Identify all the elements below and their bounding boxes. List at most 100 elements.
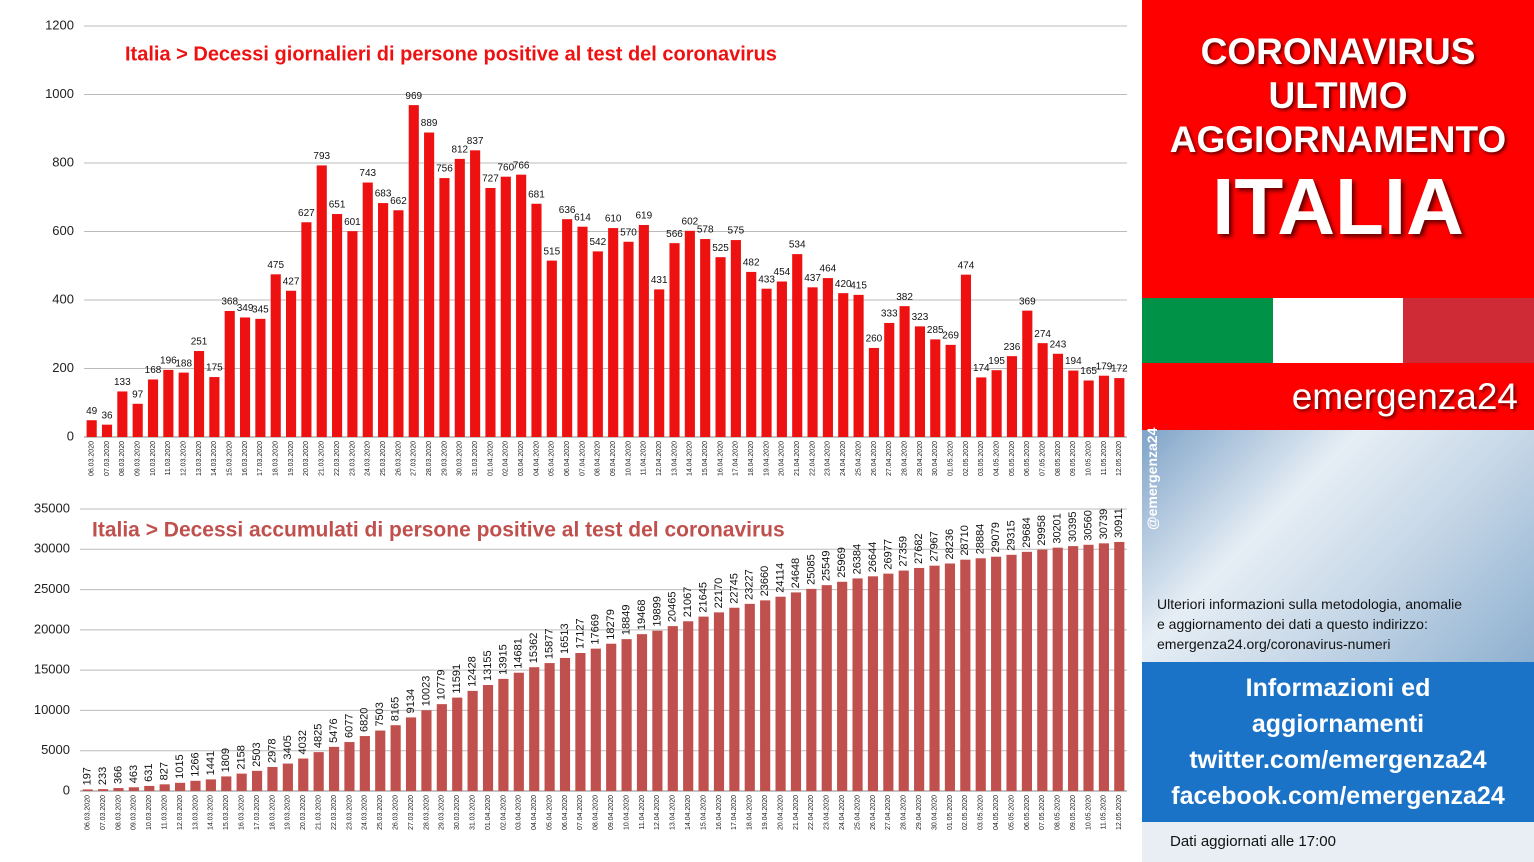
y-tick-label: 15000 xyxy=(34,662,70,677)
value-label: 49 xyxy=(86,406,98,417)
x-tick-label: 29.04.2020 xyxy=(917,441,924,476)
bar xyxy=(713,612,725,791)
y-tick-label: 800 xyxy=(52,154,74,169)
bar xyxy=(867,576,879,791)
value-label: 7503 xyxy=(374,702,386,726)
x-tick-label: 11.03.2020 xyxy=(165,441,172,476)
x-tick-label: 16.03.2020 xyxy=(239,795,246,830)
x-tick-label: 08.04.2020 xyxy=(595,441,602,476)
info-line: emergenza24.org/coronavirus-numeri xyxy=(1157,636,1391,652)
bar xyxy=(1006,356,1018,437)
x-tick-label: 24.04.2020 xyxy=(840,441,847,476)
value-label: 17127 xyxy=(574,618,586,649)
x-tick-label: 08.05.2020 xyxy=(1055,441,1062,476)
value-label: 30739 xyxy=(1098,509,1110,540)
x-tick-label: 28.03.2020 xyxy=(426,441,433,476)
bar xyxy=(359,736,370,791)
value-label: 431 xyxy=(651,275,668,286)
value-label: 6077 xyxy=(343,714,355,738)
y-tick-label: 0 xyxy=(63,782,70,797)
bar xyxy=(1037,343,1048,437)
bar xyxy=(436,704,447,791)
bar xyxy=(590,648,601,791)
x-tick-label: 21.03.2020 xyxy=(315,795,322,830)
x-tick-label: 11.04.2020 xyxy=(639,795,646,830)
value-label: 602 xyxy=(682,216,699,227)
value-label: 2978 xyxy=(266,739,278,763)
value-label: 515 xyxy=(543,246,560,257)
value-label: 683 xyxy=(375,189,392,200)
value-label: 6820 xyxy=(359,708,371,732)
bar xyxy=(251,770,263,791)
value-label: 454 xyxy=(774,267,791,278)
bar xyxy=(638,224,649,437)
bar xyxy=(132,403,143,437)
value-label: 323 xyxy=(912,312,929,323)
x-tick-label: 05.05.2020 xyxy=(1008,795,1015,830)
bar xyxy=(1021,551,1033,791)
bar xyxy=(592,251,603,437)
x-tick-label: 16.04.2020 xyxy=(717,441,724,476)
x-tick-label: 17.04.2020 xyxy=(733,441,740,476)
x-tick-label: 30.03.2020 xyxy=(454,795,461,830)
y-tick-label: 5000 xyxy=(41,742,70,757)
x-tick-label: 12.05.2020 xyxy=(1116,795,1123,830)
x-tick-label: 30.04.2020 xyxy=(932,441,939,476)
x-tick-label: 23.04.2020 xyxy=(824,795,831,830)
x-tick-label: 14.04.2020 xyxy=(687,441,694,476)
x-tick-label: 21.04.2020 xyxy=(794,441,801,476)
bar xyxy=(776,281,787,437)
bar xyxy=(328,746,340,791)
x-tick-label: 19.04.2020 xyxy=(762,795,769,830)
heading-line: CORONAVIRUS xyxy=(1200,31,1476,72)
x-tick-label: 06.03.2020 xyxy=(85,795,92,830)
links-line[interactable]: twitter.com/emergenza24 xyxy=(1189,746,1487,774)
bar xyxy=(883,573,894,791)
value-label: 260 xyxy=(866,334,883,345)
x-tick-label: 26.03.2020 xyxy=(392,795,399,830)
value-label: 26977 xyxy=(882,539,894,570)
value-label: 233 xyxy=(97,767,109,785)
bar xyxy=(482,685,494,791)
bar xyxy=(421,710,432,791)
bar xyxy=(1068,370,1079,437)
bar xyxy=(746,271,757,437)
bar xyxy=(113,788,124,791)
value-label: 29958 xyxy=(1036,515,1048,546)
bar xyxy=(282,763,293,791)
bar xyxy=(761,288,772,437)
bar xyxy=(255,318,266,437)
sidebar: CORONAVIRUS ULTIMO AGGIORNAMENTO ITALIA … xyxy=(1142,0,1534,862)
x-tick-label: 29.03.2020 xyxy=(441,441,448,476)
value-label: 1015 xyxy=(174,754,186,778)
bar xyxy=(775,596,786,791)
bar xyxy=(606,643,617,791)
x-tick-label: 04.04.2020 xyxy=(533,441,540,476)
links-line[interactable]: facebook.com/emergenza24 xyxy=(1171,782,1505,810)
x-tick-label: 31.03.2020 xyxy=(472,441,479,476)
bar xyxy=(608,228,619,437)
bar xyxy=(1068,546,1079,791)
info-panel: @emergenza24 Ulteriori informazioni sull… xyxy=(1142,428,1534,662)
x-tick-label: 21.04.2020 xyxy=(793,795,800,830)
x-tick-label: 10.04.2020 xyxy=(625,441,632,476)
bar xyxy=(209,377,220,437)
bar xyxy=(621,639,632,791)
bar xyxy=(652,630,663,791)
x-tick-label: 07.05.2020 xyxy=(1039,795,1046,830)
value-label: 13155 xyxy=(482,650,494,681)
value-label: 464 xyxy=(820,264,837,275)
bar xyxy=(654,289,665,437)
x-tick-label: 23.03.2020 xyxy=(349,441,356,476)
x-tick-label: 13.04.2020 xyxy=(670,795,677,830)
x-tick-label: 12.03.2020 xyxy=(181,441,188,476)
bar xyxy=(575,653,586,791)
value-label: 23660 xyxy=(759,566,771,597)
bar xyxy=(960,559,971,791)
bar xyxy=(454,158,465,437)
value-label: 1809 xyxy=(220,748,232,772)
x-tick-label: 09.05.2020 xyxy=(1070,795,1077,830)
bar xyxy=(1052,353,1064,437)
x-tick-label: 07.03.2020 xyxy=(104,441,111,476)
bar xyxy=(313,752,324,791)
